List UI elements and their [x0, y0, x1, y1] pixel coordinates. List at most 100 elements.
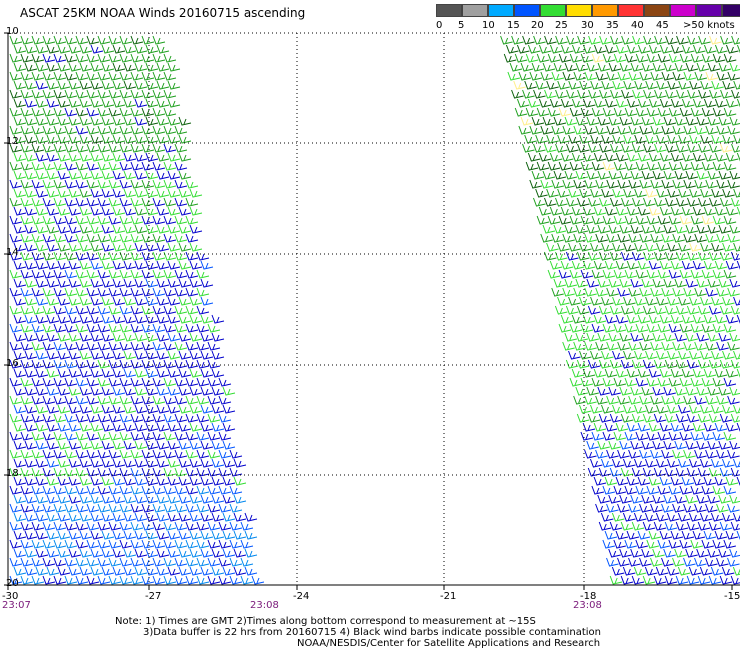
wind-barb [134, 98, 148, 108]
legend-label: 40 [631, 20, 644, 31]
wind-barb [604, 44, 618, 54]
wind-barb [97, 197, 111, 207]
wind-barb [108, 467, 122, 477]
wind-barb [141, 215, 155, 225]
wind-barb [196, 521, 210, 531]
wind-barb [736, 422, 740, 432]
latitude-label: 18 [6, 468, 19, 479]
wind-barb [163, 53, 177, 63]
wind-barb [683, 395, 696, 405]
wind-barb [13, 62, 27, 72]
wind-barb [668, 377, 682, 387]
wind-barb [35, 530, 49, 540]
wind-barb [672, 233, 685, 243]
wind-barb [535, 188, 548, 198]
wind-barb [200, 278, 214, 288]
wind-barb [211, 440, 225, 450]
wind-barb [714, 314, 728, 324]
wind-barb [233, 458, 247, 468]
wind-barb [577, 143, 590, 153]
wind-barb [101, 332, 115, 342]
wind-barb [661, 449, 674, 459]
wind-barb [24, 62, 38, 72]
wind-barb [547, 215, 561, 225]
wind-barb [141, 197, 155, 207]
wind-barb [648, 44, 662, 54]
wind-barb [86, 35, 100, 45]
wind-barb [707, 332, 720, 342]
wind-barb [690, 53, 704, 63]
wind-barb [703, 476, 717, 486]
wind-barb [141, 395, 155, 405]
wind-barb [565, 251, 579, 261]
wind-barb [533, 89, 546, 99]
wind-barb [667, 404, 680, 414]
wind-barb [683, 557, 696, 567]
wind-barb [53, 161, 67, 171]
wind-barb [46, 548, 60, 558]
wind-barb [620, 359, 634, 369]
wind-barb [152, 449, 166, 459]
wind-barb [123, 152, 137, 162]
wind-barb [64, 179, 78, 189]
wind-barb [681, 476, 695, 486]
wind-barb [619, 62, 633, 72]
wind-barb [637, 206, 651, 216]
wind-barb [687, 197, 700, 207]
wind-barb [145, 260, 159, 270]
wind-barb [686, 305, 700, 315]
wind-barb [597, 62, 611, 72]
wind-barb [736, 98, 740, 108]
wind-barb [634, 134, 647, 144]
wind-barb [53, 89, 67, 99]
wind-barb [53, 539, 67, 549]
wind-barb [575, 386, 588, 396]
wind-barb [580, 377, 594, 387]
legend-swatch [644, 4, 670, 17]
wind-barb [64, 431, 78, 441]
wind-barb [163, 431, 177, 441]
wind-barb [698, 197, 711, 207]
wind-barb [141, 521, 155, 531]
wind-barb [101, 278, 115, 288]
wind-barb [31, 305, 45, 315]
wind-barb [119, 341, 133, 351]
wind-barb [53, 557, 67, 567]
wind-barb [568, 242, 581, 252]
wind-barb [20, 503, 34, 513]
wind-barb [606, 395, 619, 405]
wind-barb [141, 107, 155, 117]
wind-barb [653, 251, 667, 261]
wind-barb [152, 287, 166, 297]
wind-barb [189, 368, 203, 378]
wind-barb [635, 485, 649, 495]
wind-barb [167, 530, 181, 540]
wind-barb [619, 278, 633, 288]
wind-barb [152, 35, 166, 45]
wind-barb [708, 521, 722, 531]
wind-barb [75, 53, 89, 63]
wind-barb [624, 431, 638, 441]
wind-barb [650, 179, 663, 189]
wind-barb [711, 242, 724, 252]
wind-barb [675, 359, 689, 369]
wind-barb [631, 305, 645, 315]
wind-barb [9, 341, 23, 351]
wind-barb [584, 71, 598, 81]
wind-barb [123, 386, 137, 396]
wind-barb [156, 44, 170, 54]
wind-barb [720, 89, 733, 99]
wind-barb [145, 224, 159, 234]
wind-barb [707, 116, 721, 126]
wind-barb [185, 503, 199, 513]
wind-barb [595, 179, 608, 189]
wind-barb [218, 521, 232, 531]
wind-barb [575, 224, 589, 234]
wind-barb [97, 395, 111, 405]
legend-swatch [722, 4, 740, 17]
wind-barb [46, 116, 60, 126]
wind-barb [666, 512, 680, 522]
wind-barb [42, 431, 56, 441]
wind-barb [643, 197, 656, 207]
wind-barb [696, 224, 710, 234]
